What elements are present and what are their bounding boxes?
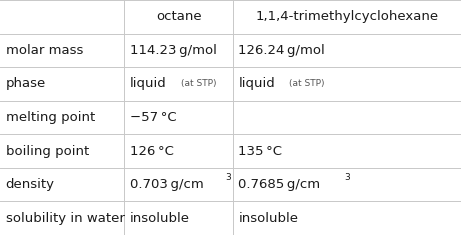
Text: 0.7685 g/cm: 0.7685 g/cm bbox=[238, 178, 320, 191]
Text: liquid: liquid bbox=[238, 77, 275, 90]
Text: 1,1,4-trimethylcyclohexane: 1,1,4-trimethylcyclohexane bbox=[255, 10, 438, 23]
Text: solubility in water: solubility in water bbox=[6, 212, 124, 225]
Text: octane: octane bbox=[156, 10, 201, 23]
Text: −57 °C: −57 °C bbox=[130, 111, 177, 124]
Text: molar mass: molar mass bbox=[6, 44, 83, 57]
Text: 135 °C: 135 °C bbox=[238, 145, 282, 158]
Text: 3: 3 bbox=[225, 173, 231, 182]
Text: (at STP): (at STP) bbox=[181, 79, 217, 88]
Text: phase: phase bbox=[6, 77, 46, 90]
Text: 114.23 g/mol: 114.23 g/mol bbox=[130, 44, 217, 57]
Text: (at STP): (at STP) bbox=[290, 79, 325, 88]
Text: density: density bbox=[6, 178, 54, 191]
Text: melting point: melting point bbox=[6, 111, 95, 124]
Text: insoluble: insoluble bbox=[238, 212, 298, 225]
Text: boiling point: boiling point bbox=[6, 145, 89, 158]
Text: 126 °C: 126 °C bbox=[130, 145, 174, 158]
Text: 3: 3 bbox=[344, 173, 350, 182]
Text: 126.24 g/mol: 126.24 g/mol bbox=[238, 44, 325, 57]
Text: liquid: liquid bbox=[130, 77, 167, 90]
Text: insoluble: insoluble bbox=[130, 212, 190, 225]
Text: 0.703 g/cm: 0.703 g/cm bbox=[130, 178, 204, 191]
